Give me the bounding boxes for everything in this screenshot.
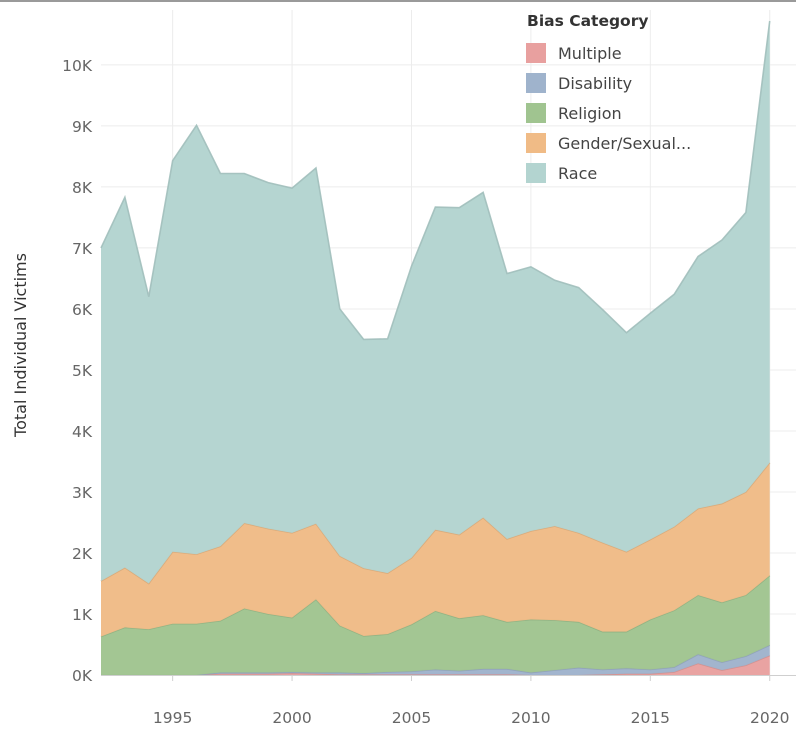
x-tick-label: 2000 (272, 709, 311, 727)
y-tick-label: 4K (72, 423, 93, 441)
legend-label: Disability (558, 73, 633, 93)
y-tick-label: 0K (72, 667, 93, 685)
legend-item[interactable]: Disability (526, 68, 726, 98)
y-tick-label: 1K (72, 606, 93, 624)
axes: 0K 1K 2K 3K 4K 5K 6K 7K 8K 9K 10K 1995 2000 2005 2010 2… (62, 57, 796, 727)
legend-items: Multiple Disability Religion Gender/Sexual.… (526, 38, 726, 188)
legend-label: Gender/Sexual... (558, 133, 692, 153)
legend: Bias Category Multiple Disability Religion… (526, 12, 726, 188)
legend-item[interactable]: Multiple (526, 38, 726, 68)
legend-swatch (526, 133, 546, 153)
y-tick-label: 7K (72, 240, 93, 258)
y-tick-label: 2K (72, 545, 93, 563)
legend-label: Race (558, 163, 598, 183)
x-tick-label: 2010 (511, 709, 550, 727)
legend-swatch (526, 163, 546, 183)
legend-item[interactable]: Gender/Sexual... (526, 128, 726, 158)
area-series (100, 20, 771, 676)
top-border (0, 0, 796, 2)
x-tick-label: 2020 (750, 709, 789, 727)
y-axis-label: Total Individual Victims (11, 253, 30, 438)
area-religion (101, 575, 770, 675)
y-tick-label: 6K (72, 301, 93, 319)
y-tick-label: 5K (72, 362, 93, 380)
x-tick-label: 2005 (392, 709, 431, 727)
area-race (101, 20, 770, 584)
area-multiple (101, 655, 770, 675)
legend-label: Multiple (558, 43, 622, 63)
legend-item[interactable]: Religion (526, 98, 726, 128)
legend-swatch (526, 43, 546, 63)
area-edge-race (100, 20, 771, 341)
legend-title: Bias Category (527, 12, 649, 30)
x-tick-label: 2015 (631, 709, 670, 727)
area-gender-sexual (101, 462, 770, 637)
y-tick-label: 8K (72, 179, 93, 197)
y-tick-label: 3K (72, 484, 93, 502)
y-tick-label: 9K (72, 118, 93, 136)
legend-swatch (526, 103, 546, 123)
x-tick-label: 1995 (153, 709, 192, 727)
legend-swatch (526, 73, 546, 93)
y-tick-label: 10K (62, 57, 93, 75)
legend-item[interactable]: Race (526, 158, 726, 188)
legend-label: Religion (558, 103, 622, 123)
